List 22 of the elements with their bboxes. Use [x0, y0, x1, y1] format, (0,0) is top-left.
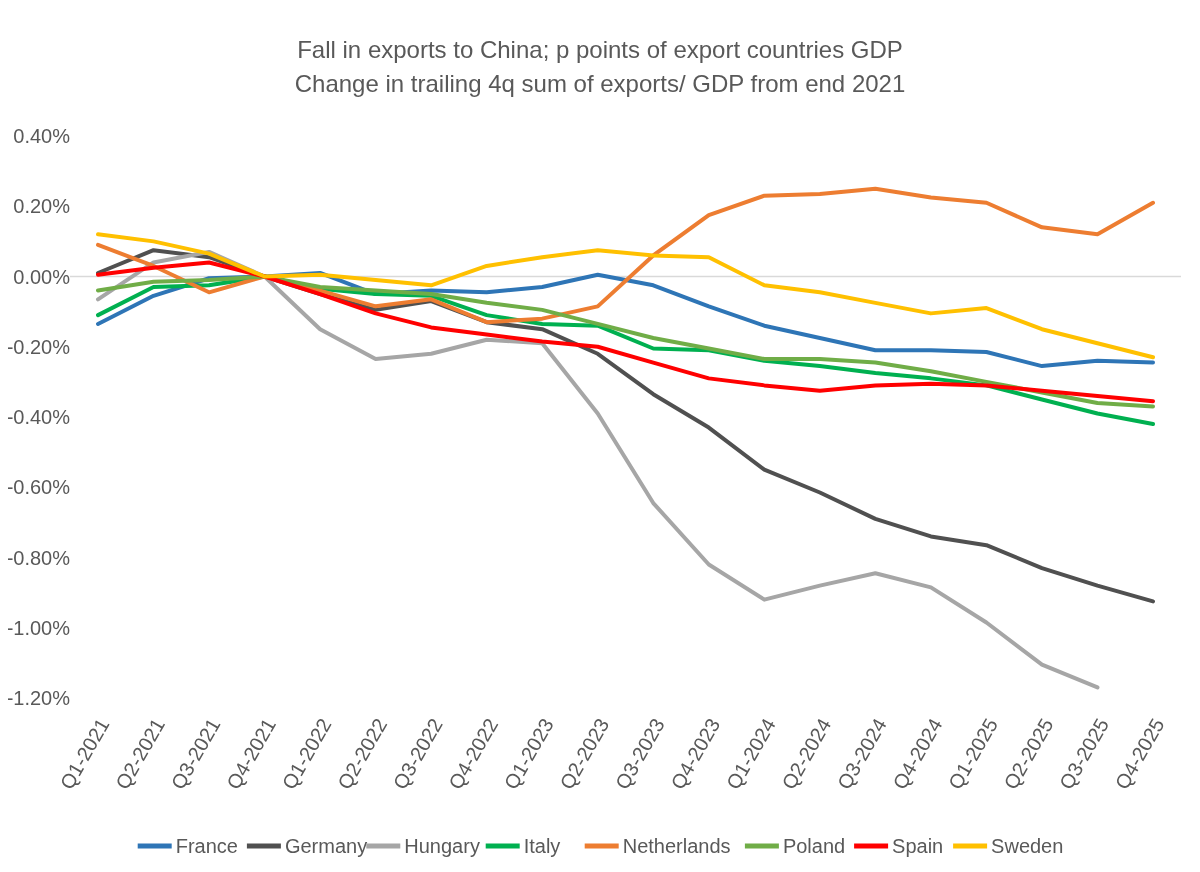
y-tick-label: -0.20% — [6, 335, 71, 358]
y-tick-label: -0.60% — [6, 476, 71, 499]
legend-label: Germany — [284, 835, 368, 857]
legend-label: Hungary — [404, 835, 480, 857]
y-tick-label: -0.80% — [6, 546, 71, 569]
y-tick-label: -1.00% — [6, 616, 71, 639]
line-series — [96, 232, 1155, 360]
legend-label: Italy — [523, 835, 561, 857]
y-tick-label: -1.20% — [6, 687, 71, 709]
chart-subtitle: Change in trailing 4q sum of exports/ GDP from end 2021 — [294, 70, 906, 97]
chart-title: Fall in exports to China; p points of export countries GDP — [297, 36, 903, 63]
legend-label: Netherlands — [622, 835, 731, 857]
y-tick-label: 0.40% — [13, 125, 71, 147]
y-tick-label: -0.40% — [6, 406, 71, 428]
y-tick-label: 0.00% — [13, 265, 71, 288]
legend-label: France — [175, 835, 238, 857]
legend-label: Spain — [892, 835, 944, 857]
y-tick-label: 0.20% — [13, 195, 71, 218]
legend-label: Poland — [782, 835, 846, 857]
legend-label: Sweden — [991, 835, 1064, 857]
line-series — [96, 186, 1155, 325]
line-series — [96, 249, 1100, 690]
